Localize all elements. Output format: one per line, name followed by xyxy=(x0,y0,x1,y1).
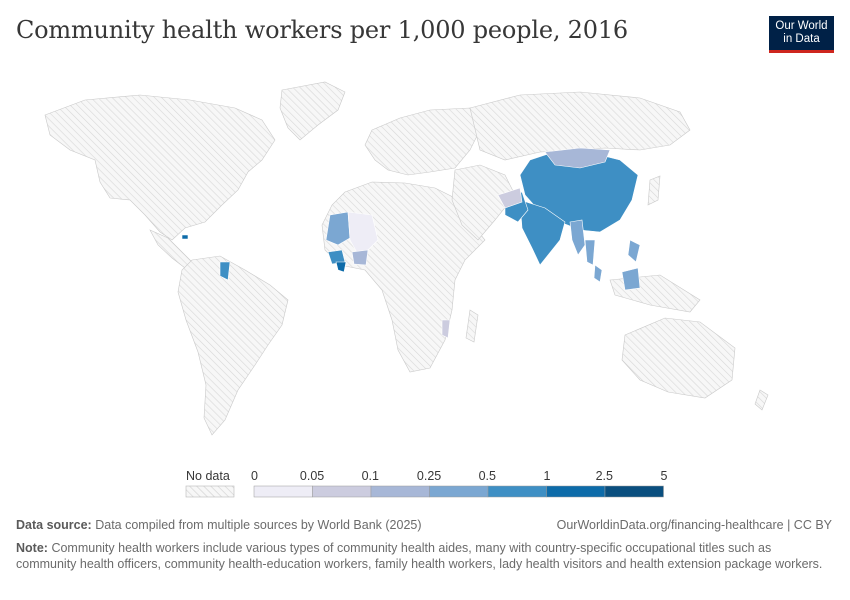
legend-bin-2[interactable] xyxy=(370,485,430,498)
data-source: Data source: Data compiled from multiple… xyxy=(16,517,422,533)
legend-tick-label: 2.5 xyxy=(595,469,613,483)
region-greenland[interactable] xyxy=(279,81,346,141)
legend-bin-1[interactable] xyxy=(312,485,372,498)
note-label: Note: xyxy=(16,541,48,555)
legend-no-data-swatch xyxy=(185,485,235,498)
country-mauritania[interactable] xyxy=(325,211,351,246)
region-north-asia[interactable] xyxy=(469,91,691,161)
data-source-text: Data compiled from multiple sources by W… xyxy=(95,518,422,532)
chart-title: Community health workers per 1,000 peopl… xyxy=(16,16,628,44)
region-new-zealand[interactable] xyxy=(754,389,769,411)
legend-bin-0[interactable] xyxy=(253,485,313,498)
legend-tick-label: 0.05 xyxy=(299,469,325,483)
legend-bin-4[interactable] xyxy=(487,485,547,498)
country-thailand[interactable] xyxy=(584,239,596,266)
legend-bin-3[interactable] xyxy=(429,485,489,498)
country-guyana[interactable] xyxy=(219,261,231,281)
note-text: Community health workers include various… xyxy=(16,541,823,571)
region-madagascar[interactable] xyxy=(465,309,479,343)
country-indonesia-borneo[interactable] xyxy=(621,267,641,291)
data-source-label: Data source: xyxy=(16,518,92,532)
legend-tick-label: 0.1 xyxy=(361,469,379,483)
country-mali[interactable] xyxy=(347,211,379,259)
country-afghanistan[interactable] xyxy=(497,187,523,209)
note: Note: Community health workers include v… xyxy=(16,540,826,572)
legend-tick-label: 0.5 xyxy=(478,469,496,483)
legend-bin-6[interactable] xyxy=(604,485,664,498)
country-haiti[interactable] xyxy=(181,234,189,240)
region-japan[interactable] xyxy=(647,175,661,206)
legend-no-data-label: No data xyxy=(186,469,230,483)
country-myanmar[interactable] xyxy=(569,219,586,256)
country-mongolia[interactable] xyxy=(544,147,611,169)
country-malawi[interactable] xyxy=(441,319,451,339)
country-nigeria[interactable] xyxy=(351,249,369,266)
legend-tick-label: 0 xyxy=(251,469,258,483)
country-india[interactable] xyxy=(519,199,566,266)
legend-tick-label: 1 xyxy=(543,469,551,483)
region-south-america[interactable] xyxy=(177,255,289,436)
legend-bin-5[interactable] xyxy=(546,485,606,498)
logo-line-2: in Data xyxy=(783,33,820,45)
country-liberia[interactable] xyxy=(335,261,347,273)
world-map[interactable] xyxy=(0,60,850,460)
legend-tick-label: 0.25 xyxy=(416,469,442,483)
country-philippines[interactable] xyxy=(627,239,641,263)
region-middle-east[interactable] xyxy=(451,164,516,241)
legend-tick-label: 5 xyxy=(660,469,668,483)
logo-line-1: Our World xyxy=(775,20,828,32)
region-europe[interactable] xyxy=(364,107,481,176)
country-malaysia[interactable] xyxy=(593,264,603,283)
owid-logo[interactable]: Our World in Data xyxy=(769,16,834,53)
region-australia[interactable] xyxy=(621,317,736,399)
region-north-america[interactable] xyxy=(44,94,276,241)
source-url[interactable]: OurWorldinData.org/financing-healthcare … xyxy=(556,518,832,532)
